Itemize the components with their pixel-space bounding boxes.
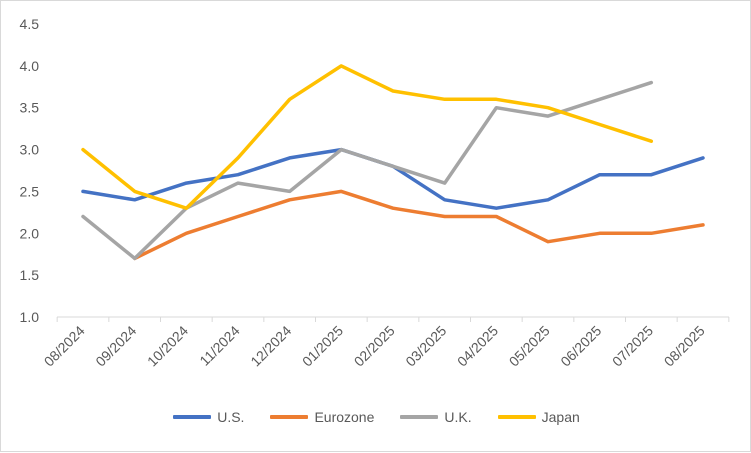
x-tick-label: 05/2025	[506, 322, 553, 369]
x-tick-label: 06/2025	[557, 322, 604, 369]
legend-label: U.S.	[217, 409, 245, 425]
y-tick-label: 4.5	[20, 16, 40, 32]
legend: U.S. Eurozone U.K. Japan	[1, 409, 751, 425]
x-tick-label: 10/2024	[144, 322, 191, 369]
x-tick-label: 04/2025	[454, 322, 501, 369]
legend-item: U.K.	[400, 409, 472, 425]
y-tick-label: 1.5	[20, 267, 40, 283]
x-tick-label: 02/2025	[351, 322, 398, 369]
legend-label: U.K.	[444, 409, 472, 425]
y-tick-label: 2.0	[20, 225, 40, 241]
x-tick-label: 09/2024	[92, 322, 139, 369]
series-line-japan	[81, 64, 654, 210]
series-line-u-s	[81, 147, 705, 210]
series-lines	[81, 64, 705, 261]
series-line-eurozone	[132, 189, 705, 261]
y-tick-label: 2.5	[20, 183, 40, 199]
x-tick-label: 08/2024	[41, 322, 88, 369]
legend-swatch	[173, 415, 212, 419]
legend-swatch	[497, 415, 536, 419]
x-tick-label: 03/2025	[402, 322, 449, 369]
legend-swatch	[270, 415, 309, 419]
legend-item: U.S.	[173, 409, 244, 425]
y-axis: 1.0 1.5 2.0 2.5 3.0 3.5 4.0 4.5	[20, 16, 40, 325]
x-axis: 08/2024 09/2024 10/2024 11/2024 12/2024 01/20…	[41, 316, 730, 370]
legend-label: Eurozone	[314, 409, 375, 425]
x-tick-label: 12/2024	[247, 322, 294, 369]
series-line-u-k	[81, 80, 654, 261]
legend-item: Japan	[497, 409, 580, 425]
y-tick-label: 3.5	[20, 100, 40, 116]
y-tick-label: 4.0	[20, 58, 40, 74]
legend-label: Japan	[541, 409, 580, 425]
x-tick-label: 08/2025	[661, 322, 708, 369]
x-tick-label: 07/2025	[609, 322, 656, 369]
legend-swatch	[400, 415, 439, 419]
x-tick-label: 01/2025	[299, 322, 346, 369]
y-tick-label: 1.0	[20, 309, 40, 325]
y-tick-label: 3.0	[20, 142, 40, 158]
x-tick-label: 11/2024	[196, 322, 243, 369]
legend-item: Eurozone	[270, 409, 374, 425]
